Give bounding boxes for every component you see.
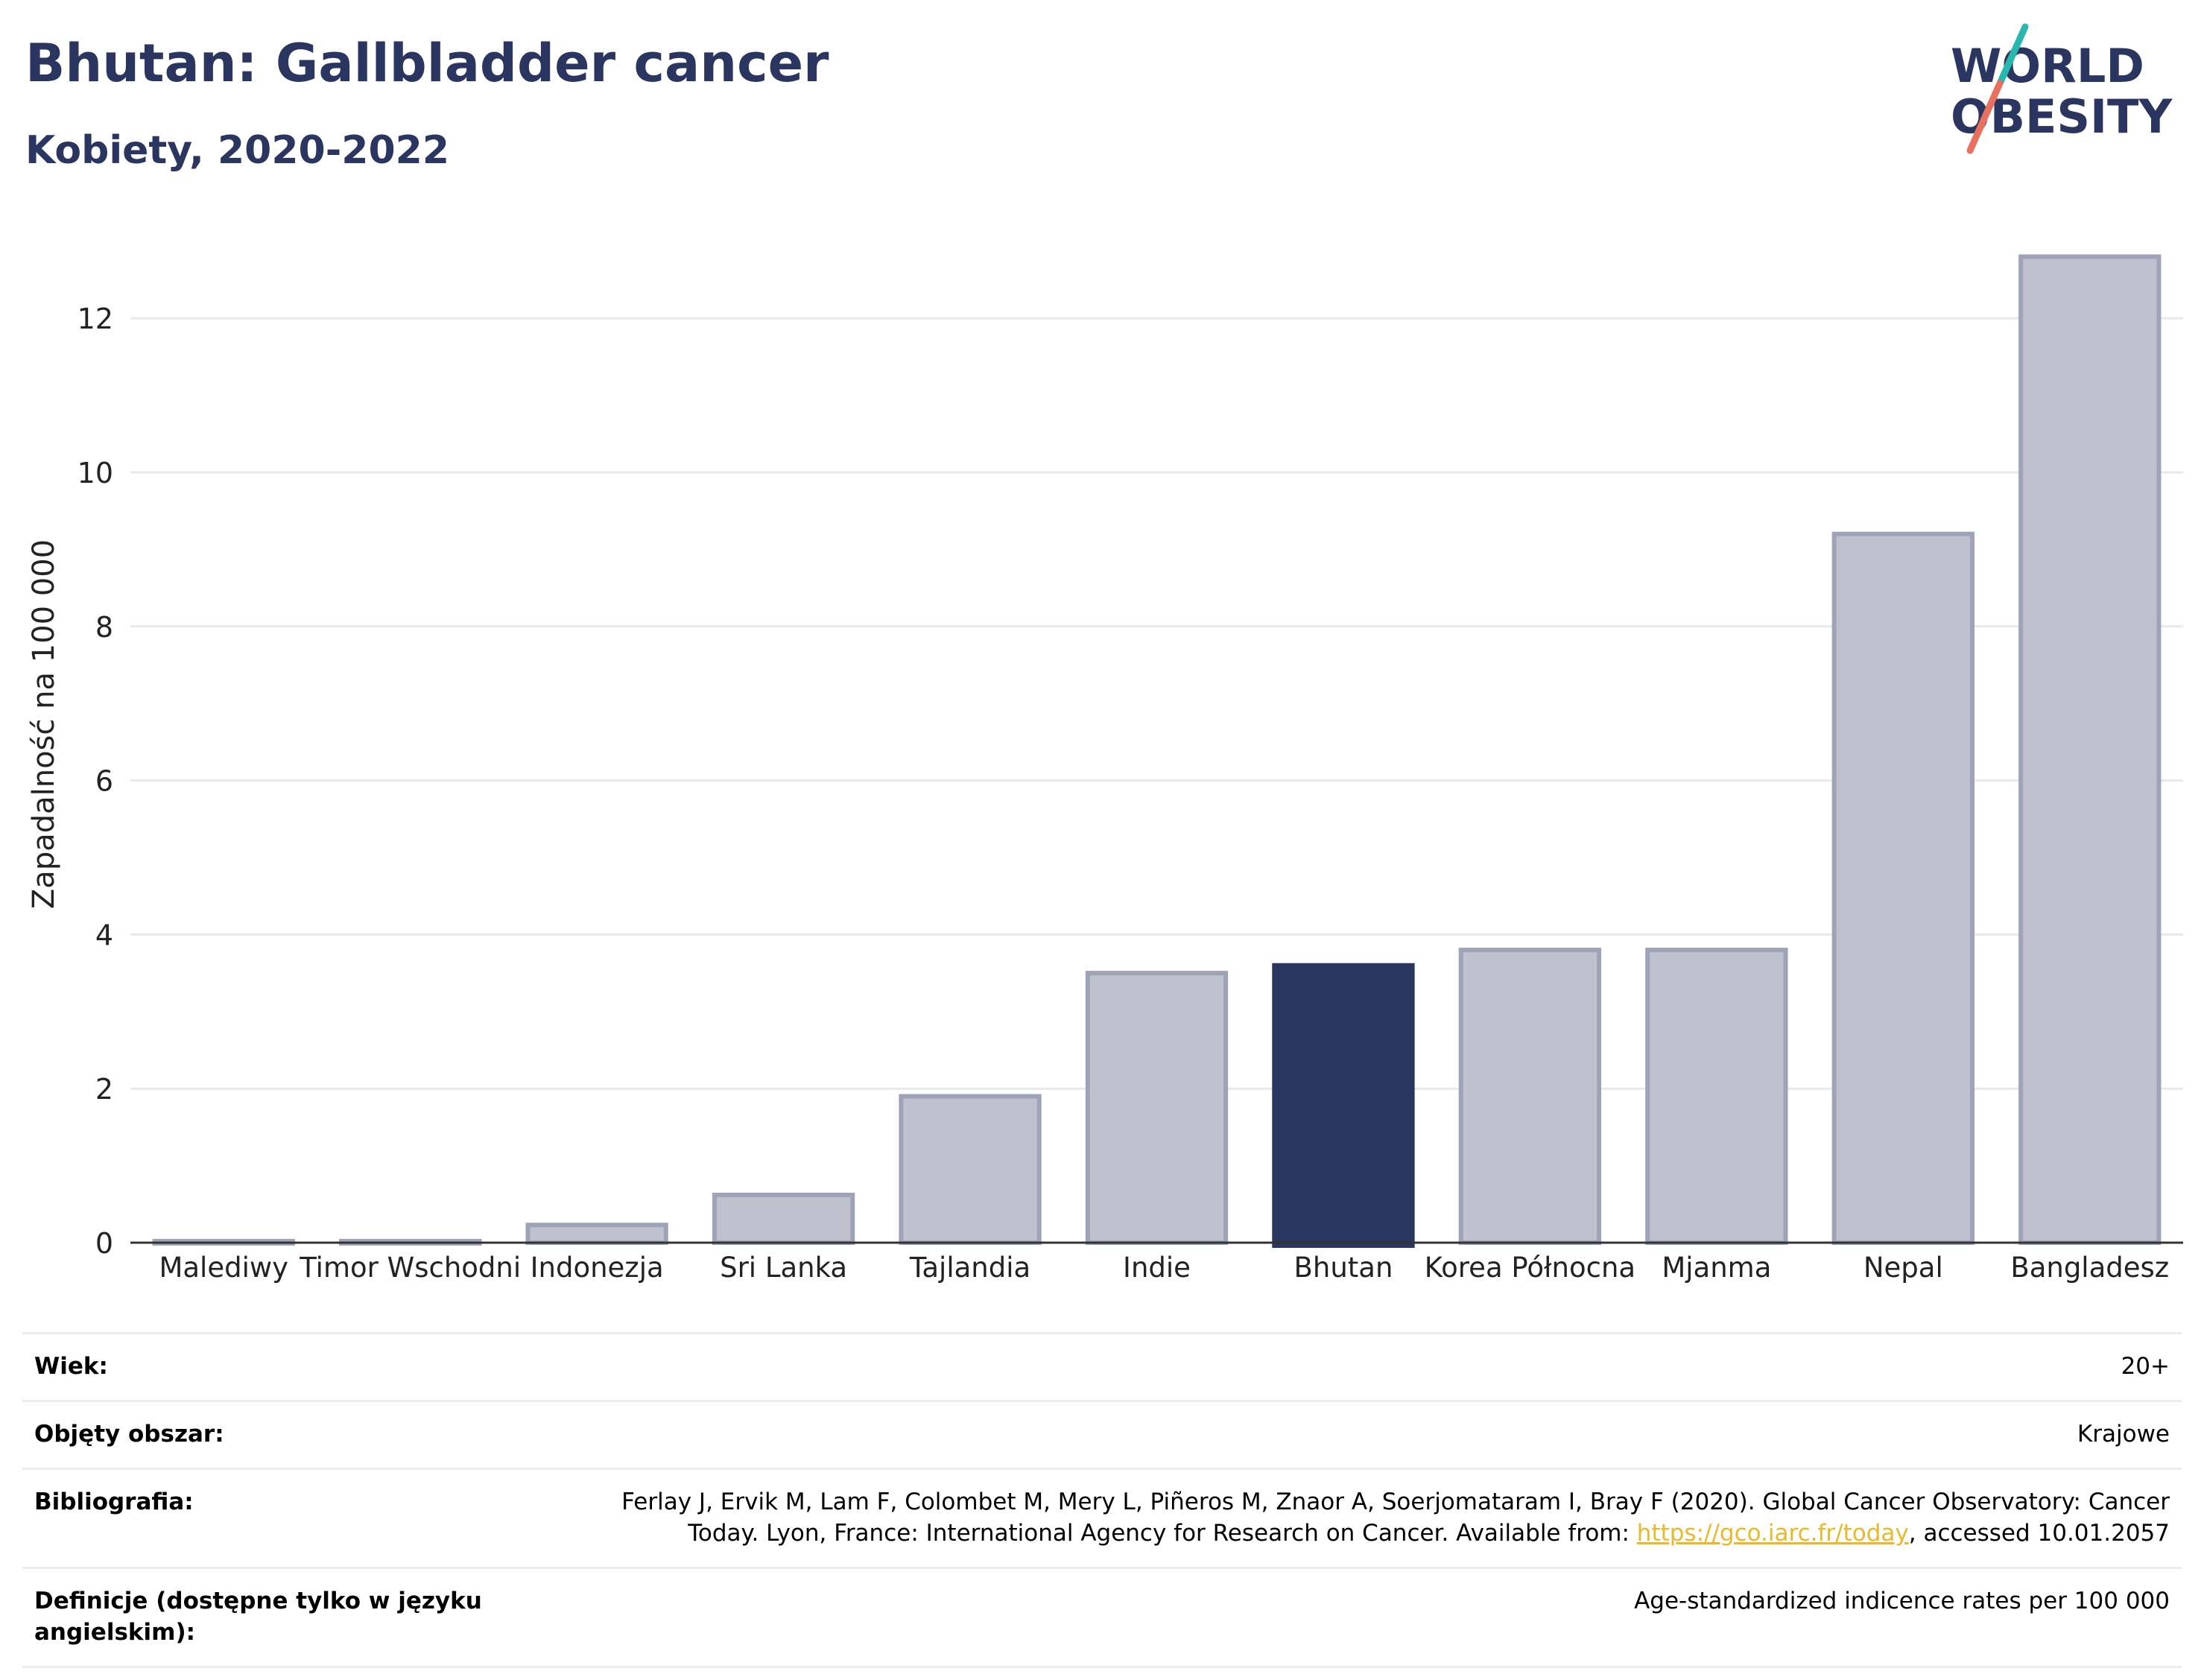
x-tick-label: Indie	[1123, 1252, 1191, 1284]
bar-mjanma[interactable]	[1645, 948, 1788, 1245]
meta-definitions-value: Age-standardized indicence rates per 100…	[511, 1567, 2182, 1668]
bar-tajlandia[interactable]	[899, 1094, 1042, 1246]
bar-indonezja[interactable]	[525, 1223, 668, 1246]
bar-indie[interactable]	[1085, 971, 1229, 1245]
meta-row-bibliography: Bibliografia: Ferlay J, Ervik M, Lam F, …	[22, 1468, 2182, 1568]
bar-chart: 0 2 4 6 8 10 12 Malediwy Timor Wschodni Indonezj…	[27, 254, 2183, 1284]
y-axis-label: Zapadalność na 100 000	[27, 539, 61, 909]
bar-sri-lanka[interactable]	[712, 1192, 855, 1245]
bibliography-accessed: , accessed 10.01.2057	[1908, 1520, 2170, 1547]
bar-bhutan[interactable]	[1272, 963, 1415, 1248]
x-tick-label: Bhutan	[1293, 1252, 1393, 1284]
x-tick-label: Malediwy	[159, 1252, 288, 1284]
x-tick-label: Nepal	[1863, 1252, 1943, 1284]
y-tick-label: 8	[95, 611, 113, 644]
y-tick-label: 0	[95, 1227, 113, 1260]
chart-subtitle: Kobiety, 2020-2022	[25, 128, 450, 173]
logo-word-world: WORLD	[1951, 39, 2144, 93]
x-tick-label: Bangladesz	[2010, 1252, 2169, 1284]
x-tick-label: Mjanma	[1662, 1252, 1771, 1284]
bar-bangladesz[interactable]	[2018, 254, 2162, 1246]
y-tick-label: 12	[77, 302, 113, 335]
meta-row-age: Wiek: 20+	[22, 1332, 2182, 1401]
y-tick-label: 2	[95, 1073, 113, 1106]
logo-slash-teal	[1996, 23, 2029, 87]
meta-row-coverage: Objęty obszar: Krajowe	[22, 1400, 2182, 1469]
chart-title: Bhutan: Gallbladder cancer	[25, 33, 829, 94]
bars	[152, 254, 2162, 1248]
world-obesity-logo: WORLD OBESITY	[1951, 23, 2173, 154]
x-tick-labels: Malediwy Timor Wschodni Indonezja Sri Lanka…	[159, 1252, 2169, 1284]
meta-definitions-label: Definicje (dostępne tylko w języku angie…	[22, 1567, 511, 1668]
meta-coverage-label: Objęty obszar:	[22, 1400, 511, 1469]
meta-bibliography-label: Bibliografia:	[22, 1468, 511, 1568]
meta-row-definitions: Definicje (dostępne tylko w języku angie…	[22, 1567, 2182, 1668]
x-tick-label: Indonezja	[531, 1252, 664, 1284]
logo-slash-coral	[1966, 80, 2004, 154]
x-tick-label: Timor Wschodni	[299, 1252, 521, 1284]
bar-korea-północna[interactable]	[1458, 948, 1602, 1245]
metadata-table: Wiek: 20+ Objęty obszar: Krajowe Bibliog…	[22, 1332, 2182, 1668]
meta-age-label: Wiek:	[22, 1332, 511, 1401]
meta-bibliography-value: Ferlay J, Ervik M, Lam F, Colombet M, Me…	[511, 1468, 2182, 1568]
y-tick-labels: 0 2 4 6 8 10 12	[77, 302, 113, 1260]
bar-nepal[interactable]	[1831, 531, 1975, 1245]
y-tick-label: 10	[77, 457, 113, 489]
y-tick-label: 6	[95, 765, 113, 798]
x-tick-label: Korea Północna	[1425, 1252, 1635, 1284]
x-tick-label: Sri Lanka	[720, 1252, 847, 1284]
x-tick-label: Tajlandia	[909, 1252, 1030, 1284]
y-tick-label: 4	[95, 919, 113, 951]
meta-age-value: 20+	[511, 1332, 2182, 1401]
bibliography-line-1: Ferlay J, Ervik M, Lam F, Colombet M, Me…	[621, 1489, 2170, 1515]
meta-coverage-value: Krajowe	[511, 1400, 2182, 1469]
bibliography-line-2: Today. Lyon, France: International Agenc…	[688, 1520, 1637, 1547]
bibliography-link[interactable]: https://gco.iarc.fr/today	[1636, 1520, 1909, 1547]
